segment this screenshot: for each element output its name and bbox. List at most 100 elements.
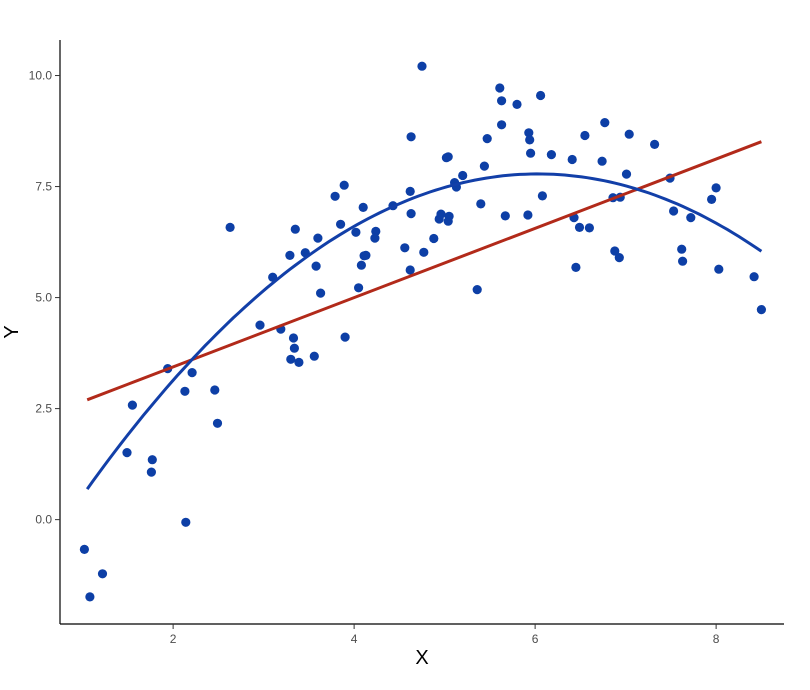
y-tick-label: 7.5 [35,180,52,194]
data-point [85,592,95,602]
data-point [443,152,453,162]
data-point [495,83,505,93]
data-point [356,260,366,270]
y-axis-ticks: 0.0 2.5 5.0 7.5 10.0 [29,69,60,527]
data-point [436,209,446,219]
data-point [97,569,108,579]
linear-fit-line [86,140,762,402]
data-point [574,222,585,232]
data-point [289,343,299,353]
data-point [546,150,557,160]
data-point [482,134,492,144]
y-tick-label: 5.0 [35,291,52,305]
data-point [580,130,590,141]
x-tick-label: 2 [170,632,177,646]
data-point [79,544,89,555]
data-point [370,233,380,243]
data-point [523,210,533,220]
data-point [614,253,624,263]
data-point [610,246,620,256]
data-point [400,243,410,253]
data-point [524,128,534,138]
data-point [536,90,546,101]
data-point [749,272,759,282]
data-point [316,288,326,298]
data-point [707,194,717,204]
data-point [127,400,137,410]
data-point [330,191,340,201]
data-point [621,169,632,179]
quadratic-fit-curve [85,172,763,490]
data-point [187,368,197,378]
data-point [497,120,507,130]
data-point [678,256,688,266]
x-tick-label: 8 [713,632,720,646]
data-point [624,129,634,139]
data-point [669,206,679,216]
data-point [361,250,371,260]
data-point [309,351,319,361]
data-point [537,191,548,201]
data-point [419,247,429,257]
data-point [472,285,482,295]
x-tick-label: 6 [532,632,539,646]
data-point [714,264,724,274]
data-point [288,333,299,343]
data-point [210,385,220,395]
data-point [371,226,381,236]
data-point [571,262,581,272]
data-point [406,132,416,142]
data-point [181,517,191,527]
x-axis-title: X [415,647,428,669]
data-point [405,186,415,196]
data-point [285,250,295,260]
data-point [500,211,510,221]
data-point [180,386,190,396]
data-point [417,61,427,71]
data-point [458,170,468,181]
data-point [147,455,157,465]
data-point [354,283,364,293]
data-point [476,199,486,209]
data-point [351,227,361,237]
data-point [405,265,415,275]
data-point [677,244,687,254]
data-point [650,139,660,149]
data-point [756,305,767,315]
data-point [212,418,223,428]
y-tick-label: 0.0 [35,513,52,527]
data-point [597,156,607,166]
data-point [225,222,235,232]
data-point [584,223,595,233]
data-points [79,61,767,602]
y-tick-label: 10.0 [29,69,53,83]
data-point [479,161,489,171]
data-point [340,332,350,342]
data-point [286,354,296,364]
data-point [313,233,323,243]
x-axis-ticks: 2 4 6 8 [170,624,720,646]
y-tick-label: 2.5 [35,402,52,416]
data-point [336,219,346,229]
data-point [686,213,696,223]
data-point [526,148,536,158]
x-tick-label: 4 [351,632,358,646]
data-point [600,118,610,128]
data-point [311,261,321,271]
data-point [255,320,265,330]
data-point [567,154,577,165]
data-point [294,357,304,367]
data-point [290,224,300,234]
data-point [497,96,507,106]
data-point [429,233,439,244]
data-point [525,135,535,145]
data-point [146,467,156,477]
data-point [512,99,522,109]
data-point [358,202,368,212]
y-axis-title: Y [1,325,23,338]
data-point [122,448,132,458]
data-point [339,180,349,190]
data-point [444,211,454,221]
data-point [711,183,721,193]
